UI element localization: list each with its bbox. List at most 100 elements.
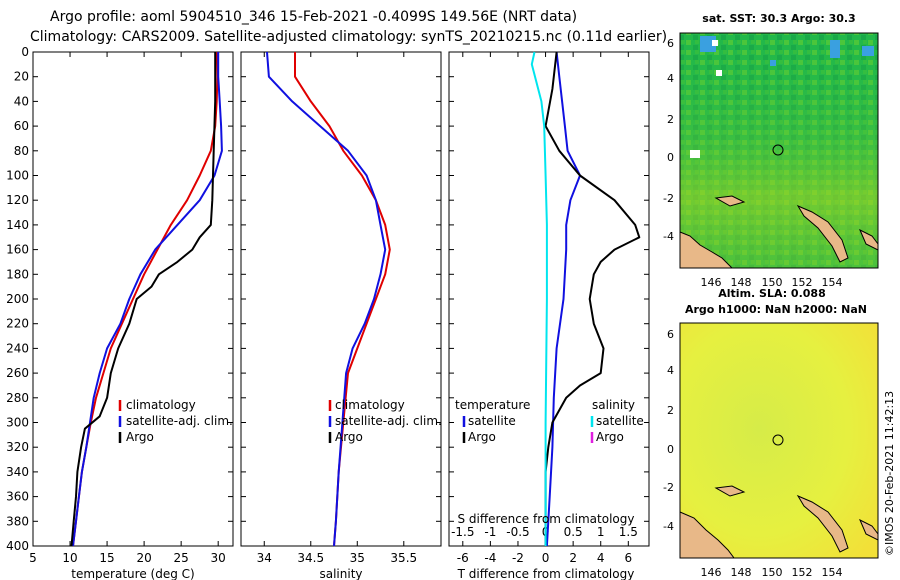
temperature-legend: climatology satellite-adj. clim. Argo [118,398,233,444]
sst-y-tick: 2 [667,113,674,126]
sla-map-frame [679,322,879,559]
series-line-satellite-adj-clim- [266,51,387,547]
x-tick-label: 34 [257,551,272,565]
x-tick-label: 0 [542,551,550,565]
x-tick-label: 6 [624,551,632,565]
sla-map: Altim. SLA: 0.088 Argo h1000: NaN h2000:… [663,287,879,579]
series-line-t-argo [544,51,641,546]
legend-title-temperature: temperature [455,398,530,412]
sla-y-tick: 6 [667,328,674,341]
sla-x-tick: 150 [762,566,783,579]
salinity-y-ticks [241,51,441,547]
sst-warm-band [680,33,878,268]
y-tick-label: 220 [6,317,29,331]
difference-legend: temperature salinity satellite Argo sate… [455,398,644,444]
figure-title-line1: Argo profile: aoml 5904510_346 15-Feb-20… [50,9,577,25]
salinity-axes-frame [240,51,442,547]
sst-y-tick: -2 [663,192,674,205]
sla-x-tick: 154 [822,566,843,579]
difference-panel: -6 -4 -2 0 2 4 6 -1.5 -1 -0.5 0 0.5 1 1.5 S differen… [448,51,650,580]
y-tick-label: 60 [14,119,29,133]
x-tick-label: -6 [457,551,469,565]
x-tick-label: 2 [569,551,577,565]
sla-y-tick: -2 [663,481,674,494]
sla-land-new-britain [796,494,849,553]
temperature-panel: 0 20 40 60 80 100 120 140 160 180 200 220 240 260 280 3… [6,45,234,580]
imos-timestamp: ©IMOS 20-Feb-2021 11:42:13 [883,391,896,556]
y-tick-label: 360 [6,490,29,504]
sst-argo-marker [772,144,784,156]
x-tick-label: -2 [512,551,524,565]
sst-x-tick: 154 [822,276,843,289]
sst-map-frame [679,32,879,269]
sst-land-new-britain [796,204,849,263]
series-line-satellite-adj-clim- [72,52,223,547]
top-x-tick-label: 1 [597,525,605,539]
sst-map-x-ticks: 146 148 150 152 154 [701,276,843,289]
y-tick-label: 280 [6,391,29,405]
legend-label-t-satellite: satellite [468,414,516,428]
top-x-tick-label: -1.5 [451,525,474,539]
legend-title-salinity: salinity [592,398,635,412]
legend-label-s-satellite: satellite [596,414,644,428]
y-tick-label: 320 [6,440,29,454]
sst-land-island [714,195,746,207]
sst-y-tick: 0 [667,151,674,164]
sla-map-x-ticks: 146 148 150 152 154 [701,566,843,579]
sla-y-tick: -4 [663,520,674,533]
sla-x-tick: 148 [731,566,752,579]
y-tick-label: 100 [6,169,29,183]
sla-field [680,323,878,558]
salinity-x-label: salinity [319,567,362,580]
temperature-x-ticks: 5 10 15 20 25 30 [29,52,226,565]
y-tick-label: 200 [6,292,29,306]
y-tick-label: 80 [14,144,29,158]
sla-map-y-ticks: 6 4 2 0 -2 -4 [663,328,674,533]
y-tick-label: 260 [6,366,29,380]
legend-label-climatology: climatology [126,398,196,412]
temperature-lines [70,51,223,547]
x-tick-label: 10 [62,551,77,565]
x-tick-label: 4 [597,551,605,565]
sla-land-island [714,485,746,497]
y-tick-label: 0 [21,45,29,59]
series-line-s-satellite [530,51,548,546]
salinity-panel: 34 34.5 35 35.5 salinity climatology satell… [240,51,442,580]
legend-label-argo: Argo [126,430,154,444]
y-tick-label: 240 [6,341,29,355]
difference-axes-frame [448,51,650,547]
sla-x-tick: 152 [792,566,813,579]
sst-map-y-ticks: 6 4 2 0 -2 -4 [663,37,674,243]
x-tick-label: 34.5 [297,551,324,565]
y-tick-label: 300 [6,416,29,430]
x-tick-label: -4 [484,551,496,565]
difference-top-x-label: S difference from climatology [458,512,635,526]
difference-lines [530,51,641,547]
series-line-argo [70,52,217,547]
temperature-y-ticks: 0 20 40 60 80 100 120 140 160 180 200 220 240 260 280 3… [6,45,233,553]
x-tick-label: 35.5 [390,551,417,565]
salinity-x-ticks: 34 34.5 35 35.5 [257,52,417,565]
sst-y-tick: 4 [667,72,674,85]
sst-x-tick: 152 [792,276,813,289]
figure-title-line2: Climatology: CARS2009. Satellite-adjuste… [30,29,667,45]
sla-x-tick: 146 [701,566,722,579]
sst-y-tick: 6 [667,37,674,50]
difference-x-label: T difference from climatology [457,567,635,580]
x-tick-label: 30 [211,551,226,565]
y-tick-label: 180 [6,267,29,281]
salinity-legend: climatology satellite-adj. clim. Argo [328,398,442,444]
legend-label-climatology: climatology [335,398,405,412]
sst-x-tick: 150 [762,276,783,289]
sst-x-tick: 146 [701,276,722,289]
sla-argo-marker [772,434,784,446]
x-tick-label: 20 [136,551,151,565]
y-tick-label: 40 [14,94,29,108]
legend-label-argo: Argo [335,430,363,444]
sst-map-title: sat. SST: 30.3 Argo: 30.3 [702,12,855,25]
difference-y-ticks [449,51,649,547]
sst-y-tick: -4 [663,230,674,243]
top-x-tick-label: 1.5 [619,525,638,539]
y-tick-label: 380 [6,514,29,528]
